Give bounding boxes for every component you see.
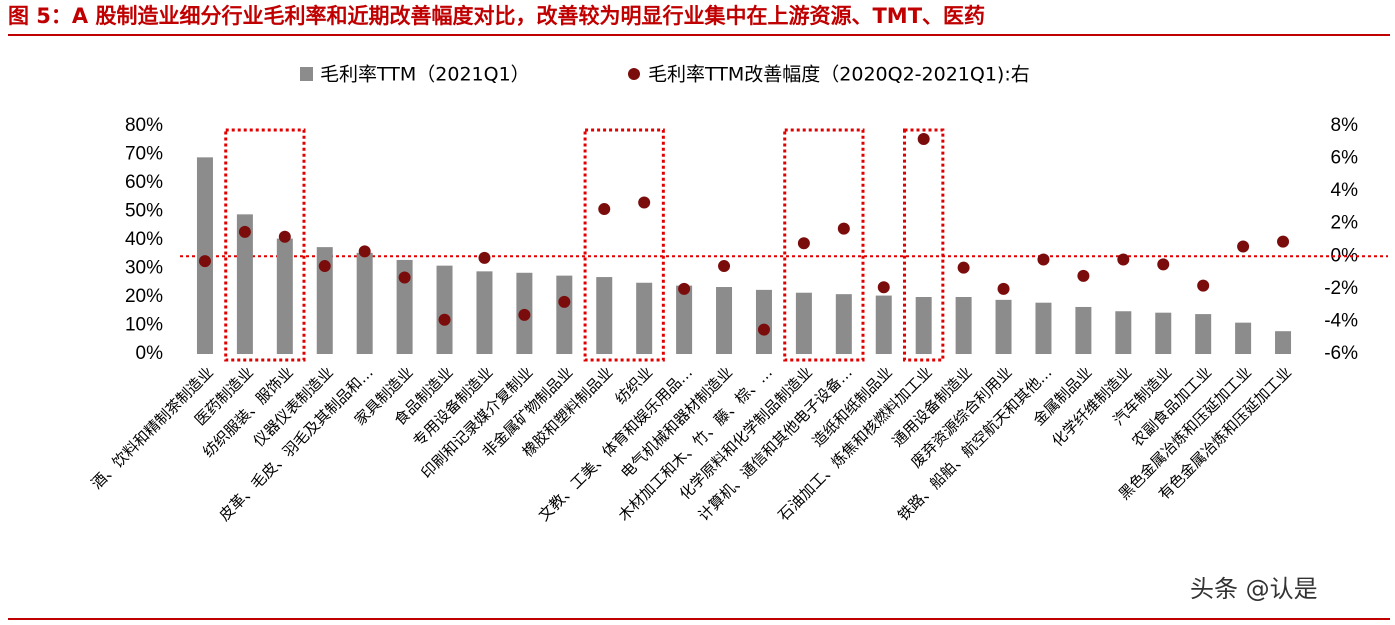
dot (478, 251, 491, 264)
bar (995, 299, 1012, 354)
bar (1075, 306, 1092, 354)
bar (755, 289, 772, 354)
bar (1275, 331, 1292, 354)
bar (955, 297, 972, 354)
dot (1117, 253, 1130, 266)
y2-tick-label: 2% (1331, 213, 1359, 234)
bar (1195, 314, 1212, 354)
dot (1037, 253, 1050, 266)
bar (556, 275, 573, 354)
bar (1235, 322, 1252, 354)
dot (877, 281, 890, 294)
bar (915, 297, 932, 354)
dot (1077, 269, 1090, 282)
bar (795, 292, 812, 354)
dot (957, 261, 970, 274)
bar (716, 287, 733, 354)
bar (236, 214, 253, 354)
dot (398, 271, 411, 284)
bar (1115, 311, 1132, 354)
dot (238, 225, 251, 238)
y-tick-label: 40% (125, 229, 163, 250)
bar (636, 282, 653, 354)
dot (278, 230, 291, 243)
chart-title: 图 5：A 股制造业细分行业毛利率和近期改善幅度对比，改善较为明显行业集中在上游… (8, 4, 985, 28)
legend-label: 毛利率TTM改善幅度（2020Q2-2021Q1):右 (648, 64, 1030, 86)
y-tick-label: 60% (125, 172, 163, 193)
dot (917, 133, 930, 146)
y-tick-label: 50% (125, 201, 163, 222)
bar (835, 294, 852, 354)
y2-tick-label: -6% (1324, 343, 1358, 364)
y2-tick-label: 6% (1331, 148, 1359, 169)
bar (436, 265, 453, 354)
highlight-box (583, 128, 665, 362)
bar (396, 259, 413, 354)
dot (757, 323, 770, 336)
dot (598, 203, 611, 216)
dot (1237, 240, 1250, 253)
bar (875, 295, 892, 354)
dot (318, 260, 331, 273)
highlight-box (224, 128, 306, 362)
y2-tick-label: 8% (1331, 115, 1359, 136)
dot (837, 222, 850, 235)
bar (316, 247, 333, 354)
dot (997, 282, 1010, 295)
legend-label: 毛利率TTM（2021Q1） (320, 64, 530, 86)
bar (476, 271, 493, 354)
y2-tick-label: 4% (1331, 180, 1359, 201)
y2-tick-label: -4% (1324, 310, 1358, 331)
bar (276, 238, 293, 354)
dot (718, 260, 731, 273)
highlight-box (783, 128, 865, 362)
watermark: 头条 @认是 (1190, 575, 1318, 603)
dot (638, 196, 651, 209)
dot (678, 282, 691, 295)
y-tick-label: 80% (125, 115, 163, 136)
bar (1035, 302, 1052, 354)
bar (1155, 312, 1172, 354)
x-tick-label: 酒、饮料和精制茶制造业 (88, 363, 217, 492)
y-tick-label: 10% (125, 315, 163, 336)
dot (358, 245, 371, 258)
dot (1197, 279, 1210, 292)
highlight-box (903, 128, 945, 362)
dot (558, 295, 571, 308)
y2-tick-label: -2% (1324, 278, 1358, 299)
dot (198, 255, 211, 268)
bar (676, 285, 693, 354)
dot (1157, 258, 1170, 271)
dot (438, 313, 451, 326)
legend-swatch (628, 68, 640, 80)
y-tick-label: 70% (125, 144, 163, 165)
legend-swatch (300, 67, 313, 81)
y-tick-label: 0% (136, 343, 164, 364)
y-tick-label: 20% (125, 286, 163, 307)
bar (356, 252, 373, 354)
y-tick-label: 30% (125, 258, 163, 279)
dot (797, 237, 810, 250)
dot (518, 308, 531, 321)
dot (1277, 235, 1290, 248)
bar (596, 277, 613, 354)
